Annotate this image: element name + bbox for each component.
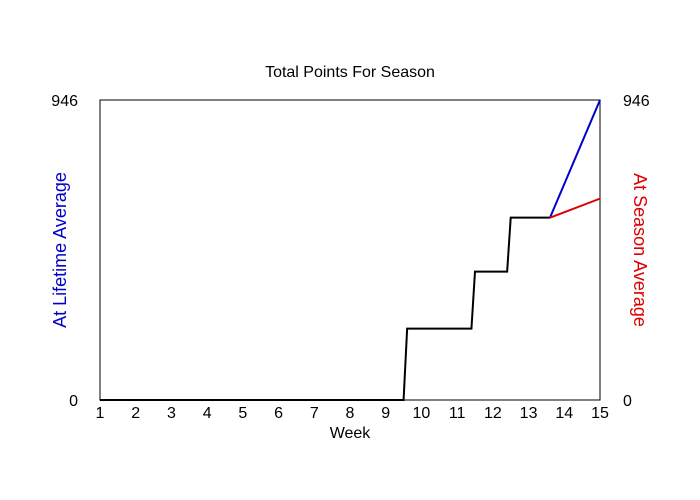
series-layer bbox=[100, 99, 601, 401]
x-tick-label: 14 bbox=[555, 405, 573, 422]
x-tick-label: 12 bbox=[484, 405, 502, 422]
x-tick-label: 10 bbox=[413, 405, 431, 422]
left-y-tick-label: 946 bbox=[51, 93, 78, 110]
x-axis-label: Week bbox=[330, 425, 372, 442]
x-tick-label: 5 bbox=[238, 405, 247, 422]
x-tick-labels: 1 2 3 4 5 6 7 8 9 10 11 12 13 14 15 bbox=[96, 405, 609, 422]
x-tick-label: 15 bbox=[591, 405, 609, 422]
x-tick-label: 3 bbox=[167, 405, 176, 422]
x-tick-label: 13 bbox=[520, 405, 538, 422]
right-y-tick-label: 946 bbox=[623, 93, 650, 110]
right-y-tick-label: 0 bbox=[623, 393, 632, 410]
x-tick-label: 1 bbox=[96, 405, 105, 422]
plot-frame bbox=[99, 99, 601, 401]
x-tick-label: 8 bbox=[346, 405, 355, 422]
series-line-2 bbox=[549, 99, 601, 219]
right-axis-label: At Season Average bbox=[630, 173, 650, 327]
x-tick-label: 2 bbox=[131, 405, 140, 422]
left-y-tick-label: 0 bbox=[69, 393, 78, 410]
x-tick-label: 9 bbox=[381, 405, 390, 422]
series-line-1 bbox=[100, 216, 550, 401]
y-tick-labels: 0 946 0 946 bbox=[51, 93, 650, 410]
left-axis-label: At Lifetime Average bbox=[50, 172, 70, 328]
x-tick-label: 11 bbox=[449, 405, 466, 422]
x-tick-label: 6 bbox=[274, 405, 283, 422]
series-line-3 bbox=[549, 197, 601, 219]
chart-title: Total Points For Season bbox=[265, 64, 435, 81]
x-tick-label: 4 bbox=[203, 405, 212, 422]
x-tick-label: 7 bbox=[310, 405, 319, 422]
